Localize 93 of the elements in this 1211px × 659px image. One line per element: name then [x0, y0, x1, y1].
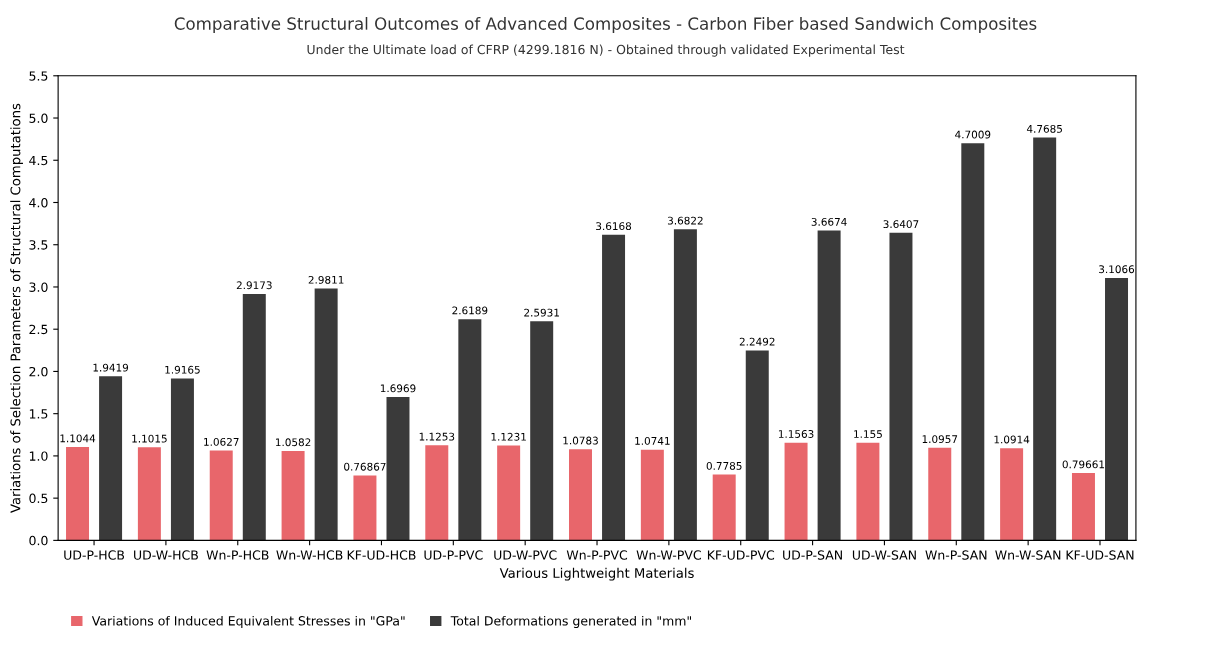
- x-tick-label: UD-P-PVC: [424, 550, 483, 560]
- bar: [712, 474, 736, 541]
- x-tick-label: UD-W-SAN: [852, 550, 916, 560]
- bar: [640, 449, 664, 541]
- y-tick-label: 3.5: [29, 240, 48, 250]
- x-tick-label: Wn-P-SAN: [925, 550, 987, 560]
- data-label: 0.7785: [706, 461, 742, 470]
- legend-label: Total Deformations generated in "mm": [450, 615, 691, 628]
- bar: [784, 442, 808, 541]
- x-tick-label: UD-W-PVC: [494, 550, 557, 560]
- bar: [353, 475, 377, 541]
- data-label: 1.0957: [922, 435, 958, 444]
- bar: [1071, 473, 1095, 541]
- data-label: 3.6822: [667, 216, 703, 225]
- bar: [673, 229, 697, 541]
- bar: [1000, 448, 1024, 541]
- y-tick-label: 4.0: [29, 197, 48, 208]
- x-tick-label: Wn-P-HCB: [206, 550, 269, 560]
- data-label: 1.1044: [60, 434, 96, 443]
- bar: [1033, 137, 1057, 541]
- x-tick-label: KF-UD-PVC: [707, 550, 775, 560]
- y-tick-label: 0.0: [29, 535, 48, 546]
- y-tick-label: 1.0: [29, 451, 48, 461]
- bar: [209, 450, 233, 541]
- bar: [961, 143, 985, 541]
- data-label: 1.6969: [380, 384, 416, 393]
- data-label: 3.1066: [1099, 265, 1135, 274]
- x-tick-label: Wn-W-HCB: [276, 550, 343, 560]
- bar: [856, 442, 880, 541]
- bar: [425, 445, 449, 541]
- bar: [242, 293, 266, 541]
- bar: [602, 234, 626, 541]
- bar: [281, 450, 305, 541]
- bar: [99, 376, 123, 541]
- data-label: 2.9173: [236, 281, 272, 290]
- y-axis-title: Variations of Selection Parameters of Structural Computations: [10, 103, 23, 513]
- bar: [1105, 277, 1129, 541]
- x-tick-label: KF-UD-SAN: [1066, 550, 1134, 560]
- bar: [928, 447, 952, 541]
- chart-subtitle: Under the Ultimate load of CFRP (4299.1816 N) - Obtained through validated Experimental Test: [307, 44, 905, 57]
- data-label: 0.76867: [344, 462, 386, 471]
- y-tick-label: 4.5: [29, 155, 48, 166]
- data-label: 3.6168: [596, 222, 632, 231]
- x-tick-label: KF-UD-HCB: [347, 550, 416, 560]
- y-tick-label: 5.5: [29, 71, 48, 81]
- data-label: 1.9165: [165, 365, 200, 374]
- y-tick-label: 2.5: [29, 324, 48, 335]
- data-label: 1.0627: [204, 437, 239, 446]
- data-label: 2.2492: [739, 337, 775, 346]
- data-label: 1.1253: [419, 432, 455, 441]
- data-label: 0.79661: [1062, 460, 1105, 469]
- data-label: 4.7685: [1026, 124, 1062, 133]
- data-label: 1.0914: [994, 435, 1030, 444]
- bar: [817, 230, 841, 541]
- bar: [889, 232, 913, 541]
- data-label: 2.6189: [452, 306, 488, 315]
- data-label: 3.6674: [811, 217, 847, 226]
- x-axis-title: Various Lightweight Materials: [499, 567, 694, 581]
- bar: [745, 350, 769, 541]
- bar: [530, 321, 554, 541]
- bar: [170, 378, 194, 541]
- x-tick-label: Wn-P-PVC: [566, 550, 628, 560]
- bar: [497, 445, 521, 541]
- data-label: 4.7009: [955, 130, 991, 139]
- x-tick-label: Wn-W-SAN: [995, 550, 1061, 560]
- x-tick-label: Wn-W-PVC: [636, 550, 701, 560]
- bar: [66, 447, 90, 541]
- bar: [386, 397, 410, 541]
- bar: [314, 288, 338, 541]
- data-label: 1.155: [854, 430, 882, 439]
- data-label: 2.5931: [524, 308, 559, 317]
- data-label: 1.0783: [563, 436, 598, 445]
- x-tick-label: UD-P-HCB: [64, 550, 125, 560]
- y-tick-label: 1.5: [29, 409, 48, 419]
- x-tick-label: UD-P-SAN: [783, 550, 842, 560]
- data-label: 1.0582: [276, 438, 311, 447]
- data-label: 3.6407: [883, 220, 919, 229]
- y-tick-label: 2.0: [29, 366, 48, 377]
- y-tick-label: 3.0: [29, 282, 48, 292]
- bar: [458, 319, 482, 541]
- data-label: 2.9811: [308, 275, 344, 284]
- y-tick-label: 5.0: [29, 113, 48, 123]
- bar: [137, 447, 161, 541]
- data-label: 1.0741: [635, 436, 670, 445]
- x-tick-label: UD-W-HCB: [134, 550, 198, 560]
- data-label: 1.1015: [132, 434, 167, 443]
- data-label: 1.1563: [778, 430, 814, 438]
- data-label: 1.1231: [491, 432, 526, 441]
- chart-title: Comparative Structural Outcomes of Advanced Composites - Carbon Fiber based Sandwich Composites: [174, 16, 1037, 34]
- y-tick-label: 0.5: [29, 493, 48, 504]
- data-label: 1.9419: [93, 363, 129, 372]
- bar: [569, 449, 592, 541]
- legend-label: Variations of Induced Equivalent Stresses in "GPa": [91, 615, 405, 628]
